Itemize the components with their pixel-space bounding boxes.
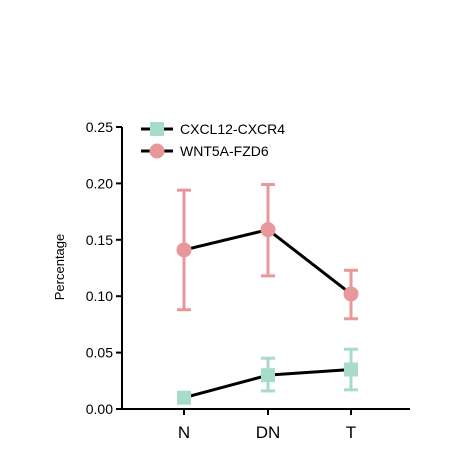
series-2 [176, 183, 359, 321]
plot-area [176, 183, 359, 405]
legend-marker-circle [149, 143, 165, 159]
axes: 0.00 0.05 0.10 0.15 0.20 0.25 N DN T [86, 119, 410, 442]
x-tick-label: DN [256, 423, 281, 442]
y-tick-label: 0.15 [86, 232, 113, 248]
x-tick-label: T [346, 423, 356, 442]
legend: CXCL12-CXCR4 WNT5A-FZD6 [141, 121, 285, 159]
y-tick-label: 0.20 [86, 175, 113, 191]
y-tick-label: 0.00 [86, 401, 113, 417]
data-point-circle [176, 242, 192, 258]
data-point-square [177, 390, 191, 405]
y-tick-label: 0.05 [86, 345, 113, 361]
legend-label: CXCL12-CXCR4 [180, 121, 285, 137]
legend-label: WNT5A-FZD6 [180, 143, 269, 159]
x-tick-label: N [178, 423, 190, 442]
data-point-square [261, 368, 275, 383]
series-1 [177, 347, 358, 405]
data-point-circle [343, 286, 359, 302]
y-tick-label: 0.10 [86, 288, 113, 304]
data-point-square [344, 362, 358, 377]
y-axis-label: Percentage [52, 234, 67, 301]
y-tick-label: 0.25 [86, 119, 113, 135]
data-point-circle [260, 222, 276, 238]
legend-marker-square [150, 122, 164, 136]
